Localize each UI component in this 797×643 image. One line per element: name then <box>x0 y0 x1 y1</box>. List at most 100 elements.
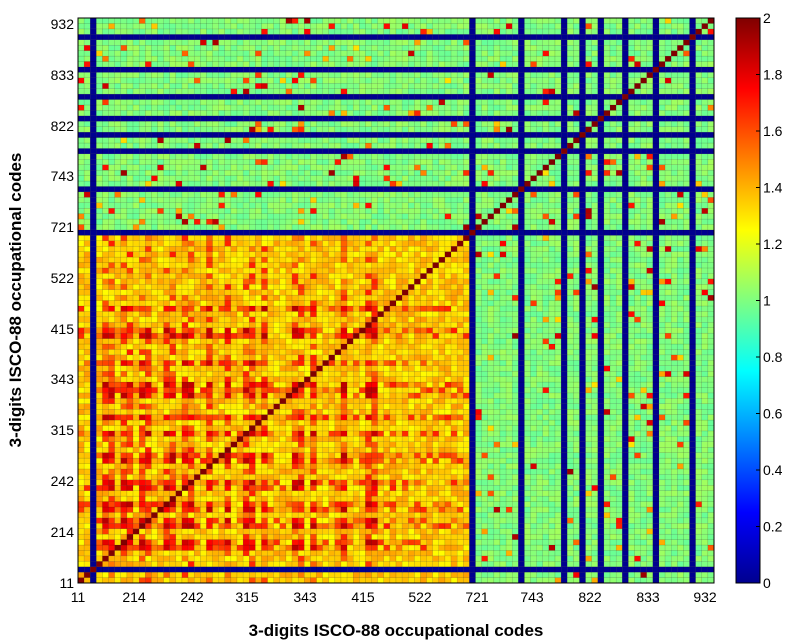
heatmap-cell <box>536 485 544 491</box>
heatmap-cell <box>401 381 409 388</box>
heatmap-cell <box>603 327 611 334</box>
heatmap-cell <box>169 479 177 486</box>
heatmap-cell <box>597 452 605 459</box>
heatmap-cell <box>493 376 501 383</box>
heatmap-cell <box>212 387 219 394</box>
heatmap-cell <box>622 577 629 584</box>
heatmap-cell <box>383 468 391 475</box>
heatmap-cell <box>444 381 452 388</box>
heatmap-cell <box>481 425 488 432</box>
heatmap-cell <box>175 349 183 356</box>
heatmap-cell <box>334 430 342 437</box>
heatmap-cell <box>193 370 201 377</box>
heatmap-cell <box>603 485 611 491</box>
heatmap-cell <box>157 436 164 443</box>
heatmap-cell <box>230 349 238 356</box>
heatmap-cell <box>151 370 158 377</box>
heatmap-cell <box>597 555 605 562</box>
heatmap-cell <box>328 419 336 426</box>
heatmap-cell <box>77 392 85 399</box>
heatmap-cell <box>493 474 501 481</box>
heatmap-cell <box>395 533 403 540</box>
heatmap-cell <box>126 430 134 437</box>
heatmap-cell <box>212 517 219 524</box>
heatmap-cell <box>670 414 678 421</box>
heatmap-cell <box>352 485 360 491</box>
heatmap-cell <box>236 539 244 546</box>
heatmap-cell <box>224 430 232 437</box>
heatmap-cell <box>383 403 391 410</box>
heatmap-cell <box>408 408 415 415</box>
heatmap-cell <box>169 506 177 513</box>
heatmap-cell <box>102 419 109 426</box>
heatmap-cell <box>175 387 183 394</box>
heatmap-cell <box>96 571 103 578</box>
heatmap-cell <box>524 360 531 366</box>
heatmap-cell <box>414 414 421 421</box>
heatmap-cell <box>175 506 183 513</box>
heatmap-cell <box>218 387 226 394</box>
heatmap-cell <box>310 425 317 432</box>
heatmap-cell <box>518 338 525 345</box>
heatmap-cell <box>193 322 201 328</box>
heatmap-cell <box>83 468 91 475</box>
heatmap-cell <box>132 506 140 513</box>
heatmap-cell <box>236 419 244 426</box>
heatmap-cell <box>683 550 690 557</box>
heatmap-cell <box>567 376 574 383</box>
heatmap-cell <box>401 376 409 383</box>
heatmap-cell <box>395 403 403 410</box>
heatmap-cell <box>567 452 574 459</box>
heatmap-cell <box>334 452 342 459</box>
heatmap-cell <box>138 343 146 350</box>
heatmap-cell <box>90 376 97 383</box>
heatmap-cell <box>383 490 391 497</box>
heatmap-cell <box>475 577 482 584</box>
heatmap-cell <box>340 360 348 366</box>
heatmap-cell <box>200 430 207 437</box>
heatmap-cell <box>567 555 574 562</box>
heatmap-cell <box>273 474 281 481</box>
heatmap-cell <box>475 495 482 502</box>
heatmap-cell <box>279 430 287 437</box>
heatmap-cell <box>316 392 323 399</box>
heatmap-cell <box>181 452 189 459</box>
heatmap-cell <box>511 468 519 475</box>
heatmap-cell <box>536 512 544 519</box>
heatmap-cell <box>646 430 654 437</box>
heatmap-cell <box>145 408 152 415</box>
heatmap-cell <box>664 468 672 475</box>
heatmap-cell <box>579 441 586 448</box>
heatmap-cell <box>224 327 232 334</box>
heatmap-cell <box>695 512 703 519</box>
heatmap-cell <box>603 571 611 578</box>
heatmap-cell <box>297 327 305 334</box>
heatmap-cell <box>450 354 458 361</box>
heatmap-cell <box>273 419 281 426</box>
heatmap-cell <box>218 544 226 551</box>
heatmap-cell <box>291 555 299 562</box>
heatmap-cell <box>212 566 219 573</box>
heatmap-cell <box>395 566 403 573</box>
heatmap-cell <box>701 398 709 404</box>
heatmap-cell <box>108 533 115 540</box>
heatmap-cell <box>377 403 385 410</box>
heatmap-cell <box>352 474 360 481</box>
heatmap-cell <box>310 495 317 502</box>
heatmap-cell <box>187 490 195 497</box>
heatmap-cell <box>322 360 329 366</box>
heatmap-cell <box>316 343 323 350</box>
heatmap-cell <box>481 370 488 377</box>
heatmap-cell <box>181 441 189 448</box>
heatmap-cell <box>242 430 250 437</box>
heatmap-cell <box>548 566 556 573</box>
heatmap-cell <box>365 365 372 372</box>
heatmap-cell <box>395 338 403 345</box>
heatmap-cell <box>511 523 519 529</box>
heatmap-cell <box>145 414 152 421</box>
heatmap-cell <box>670 533 678 540</box>
heatmap-cell <box>609 528 617 535</box>
heatmap-cell <box>187 523 195 529</box>
heatmap-cell <box>297 474 305 481</box>
heatmap-cell <box>322 376 329 383</box>
